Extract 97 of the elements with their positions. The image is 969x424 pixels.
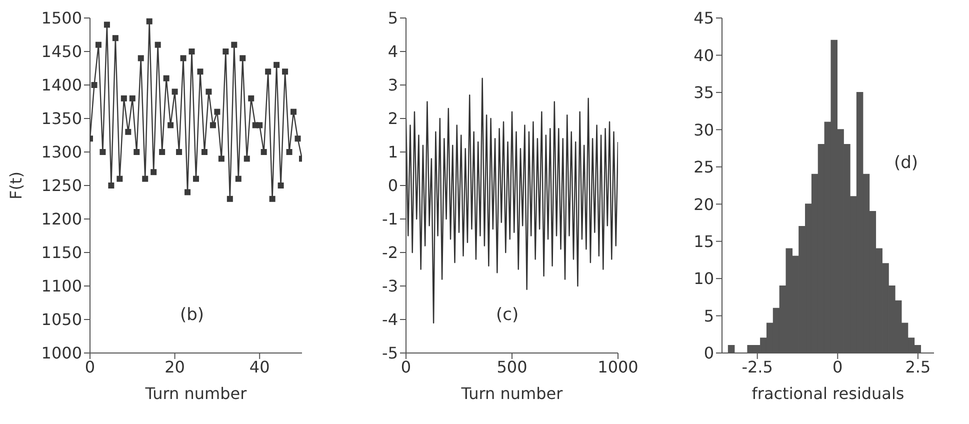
y-tick-label: 45 — [694, 8, 714, 28]
point — [134, 149, 140, 155]
y-tick-label: -2 — [382, 243, 398, 262]
point — [184, 189, 191, 196]
point — [214, 108, 220, 115]
x-axis-title: Turn number — [460, 384, 564, 403]
y-tick-label: 1000 — [41, 344, 82, 363]
point — [95, 42, 102, 48]
y-tick-label: 4 — [388, 42, 398, 62]
y-tick-label: 1050 — [41, 310, 82, 330]
annotation: (c) — [496, 305, 519, 325]
point — [159, 149, 166, 155]
point — [244, 156, 250, 162]
y-tick-label: 40 — [694, 46, 714, 65]
y-tick-label: 1300 — [41, 142, 82, 162]
point — [265, 68, 272, 75]
y-tick-label: 35 — [694, 83, 714, 102]
y-tick-label: 1450 — [41, 42, 82, 62]
y-tick-label: 30 — [694, 120, 714, 140]
x-tick-label: 2.5 — [905, 357, 931, 376]
x-axis-title: Turn number — [144, 384, 248, 403]
y-tick-label: 1250 — [41, 176, 82, 196]
point — [193, 176, 199, 182]
annotation: (b) — [180, 305, 204, 325]
point — [138, 55, 144, 62]
point — [197, 68, 204, 75]
point — [294, 136, 301, 142]
point — [218, 156, 224, 162]
point — [163, 75, 170, 82]
y-tick-label: 1400 — [41, 76, 82, 95]
point — [146, 18, 152, 24]
y-tick-label: -5 — [382, 344, 398, 363]
point — [282, 68, 288, 75]
point — [201, 149, 208, 155]
point — [269, 196, 276, 202]
point — [129, 95, 136, 102]
point — [91, 82, 98, 88]
point — [210, 122, 216, 128]
point — [176, 149, 182, 155]
point — [222, 48, 229, 54]
point — [142, 176, 148, 182]
x-tick-label: -2.5 — [742, 357, 773, 376]
x-tick-label: 40 — [249, 357, 270, 376]
y-tick-label: 1 — [388, 142, 398, 162]
line-series — [406, 78, 618, 324]
point — [278, 182, 284, 188]
point — [231, 42, 238, 48]
point — [112, 35, 118, 42]
point — [108, 182, 114, 188]
x-tick-label: 0 — [84, 357, 96, 376]
point — [180, 55, 186, 62]
point — [226, 196, 233, 202]
y-tick-label: 1150 — [41, 243, 82, 262]
point — [188, 48, 195, 54]
point — [248, 95, 254, 102]
annotation: (d) — [894, 153, 918, 173]
point — [274, 62, 280, 68]
point — [150, 169, 157, 176]
x-tick-label: 500 — [496, 357, 528, 376]
x-tick-label: 0 — [832, 357, 843, 376]
y-tick-label: 1100 — [41, 276, 82, 296]
point — [172, 88, 178, 95]
point — [240, 55, 246, 62]
point — [235, 176, 242, 182]
point — [100, 149, 106, 155]
x-tick-label: 0 — [400, 357, 412, 376]
y-tick-label: 10 — [694, 269, 714, 288]
y-tick-label: -1 — [382, 210, 398, 229]
y-tick-label: 1500 — [41, 8, 82, 28]
point — [290, 108, 297, 115]
x-tick-label: 1000 — [598, 357, 638, 376]
y-tick-label: 20 — [694, 194, 714, 214]
point — [120, 95, 127, 102]
point — [286, 149, 292, 155]
y-tick-label: 0 — [704, 344, 714, 363]
point — [154, 42, 161, 48]
point — [125, 128, 132, 135]
y-tick-label: 2 — [388, 109, 398, 128]
y-tick-label: 5 — [388, 8, 398, 28]
y-tick-label: 1350 — [41, 109, 82, 128]
point — [256, 122, 263, 128]
y-tick-label: -4 — [382, 310, 398, 330]
x-tick-label: 20 — [164, 357, 185, 376]
y-tick-label: 25 — [694, 158, 714, 177]
y-tick-label: 15 — [694, 232, 714, 252]
y-tick-label: 5 — [704, 306, 714, 326]
y-tick-label: 1200 — [41, 210, 82, 229]
point — [104, 22, 110, 28]
y-tick-label: 3 — [388, 76, 398, 95]
point — [116, 176, 123, 182]
y-tick-label: 0 — [388, 176, 398, 196]
y-tick-label: -3 — [382, 276, 398, 296]
x-axis-title: fractional residuals — [752, 384, 904, 403]
point — [168, 122, 174, 128]
point — [206, 88, 212, 95]
y-axis-title: F(t) — [6, 172, 26, 200]
point — [260, 149, 267, 155]
